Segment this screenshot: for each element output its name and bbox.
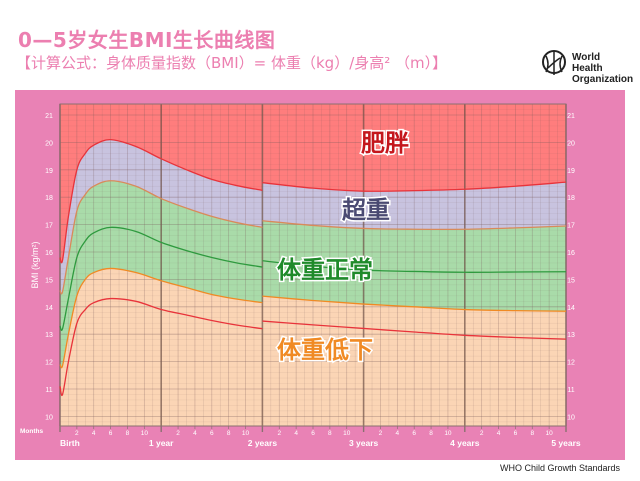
x-tick-label: 10 <box>343 430 351 437</box>
x-year-label: 5 years <box>551 438 581 448</box>
y-tick-label-right: 13 <box>567 332 575 339</box>
x-tick-label: 8 <box>126 430 130 437</box>
y-tick-label-left: 17 <box>45 223 53 230</box>
y-tick-label-left: 16 <box>45 250 53 257</box>
footer-source: WHO Child Growth Standards <box>499 463 620 473</box>
x-year-label: 4 years <box>450 438 480 448</box>
y-tick-label-right: 10 <box>567 414 575 421</box>
zone-obese-fill <box>60 104 263 263</box>
x-tick-label: 4 <box>497 430 501 437</box>
y-tick-label-left: 10 <box>45 414 53 421</box>
y-tick-label-left: 21 <box>45 113 53 120</box>
x-tick-label: 2 <box>176 430 180 437</box>
y-tick-label-right: 14 <box>567 305 575 312</box>
x-tick-label: 4 <box>92 430 96 437</box>
x-tick-label: 2 <box>480 430 484 437</box>
x-tick-label: 2 <box>277 430 281 437</box>
x-year-label: 2 years <box>248 438 278 448</box>
page-title: 0—5岁女生BMI生长曲线图 <box>18 28 276 52</box>
zone-label: 肥胖 <box>361 129 409 157</box>
curve-1-seg2 <box>262 220 567 231</box>
x-tick-label: 6 <box>210 430 214 437</box>
curve-1-seg1 <box>59 180 263 295</box>
x-year-label: 1 year <box>149 438 174 448</box>
curve-3-seg2 <box>262 295 567 312</box>
zone-label: 体重低下 <box>277 336 373 364</box>
y-tick-label-left: 18 <box>45 195 53 202</box>
y-axis-label: BMI (kg/m²) <box>30 242 40 289</box>
y-tick-label-right: 16 <box>567 250 575 257</box>
y-tick-label-right: 18 <box>567 195 575 202</box>
y-tick-label-left: 14 <box>45 305 53 312</box>
x-tick-label: 4 <box>294 430 298 437</box>
y-tick-label-right: 19 <box>567 168 575 175</box>
x-tick-label: 6 <box>412 430 416 437</box>
who-line1: World Health <box>572 52 603 74</box>
x-tick-label: 2 <box>75 430 79 437</box>
y-tick-label-left: 15 <box>45 277 53 284</box>
x-tick-label: 4 <box>396 430 400 437</box>
y-tick-label-right: 15 <box>567 277 575 284</box>
y-tick-label-right: 12 <box>567 360 575 367</box>
zone-obese-fill <box>262 104 566 192</box>
curve-0-seg1 <box>59 139 263 264</box>
x-axis-label: Months <box>20 428 43 435</box>
y-tick-label-right: 21 <box>567 113 575 120</box>
who-line2: Organization <box>572 74 634 85</box>
x-tick-label: 10 <box>444 430 452 437</box>
curve-0-seg2 <box>262 181 567 192</box>
x-tick-label: 8 <box>530 430 534 437</box>
bmi-formula: 【计算公式：身体质量指数（BMI）= 体重（kg）/身高² （m）】 <box>16 54 448 72</box>
y-tick-label-left: 20 <box>45 140 53 147</box>
zone-label: 超重 <box>342 196 390 224</box>
x-tick-label: 10 <box>546 430 554 437</box>
y-tick-label-left: 19 <box>45 168 53 175</box>
who-logo: World Health Organization <box>540 48 634 88</box>
curve-2-seg1 <box>59 226 263 331</box>
y-tick-label-right: 17 <box>567 223 575 230</box>
x-tick-label: 4 <box>193 430 197 437</box>
y-tick-label-left: 11 <box>45 387 52 394</box>
who-emblem-icon <box>542 50 566 75</box>
x-year-label: 3 years <box>349 438 379 448</box>
curve-4-seg1 <box>59 297 263 397</box>
y-tick-label-right: 20 <box>567 140 575 147</box>
x-tick-label: 10 <box>141 430 149 437</box>
y-tick-label-left: 13 <box>45 332 53 339</box>
curve-3-seg1 <box>59 267 263 369</box>
y-tick-label-left: 12 <box>45 360 53 367</box>
x-year-label: Birth <box>60 438 80 448</box>
x-tick-label: 6 <box>514 430 518 437</box>
zone-label: 体重正常 <box>277 256 373 284</box>
curve-2-seg2 <box>262 260 567 273</box>
x-tick-label: 10 <box>242 430 250 437</box>
y-tick-label-right: 11 <box>567 387 574 394</box>
x-tick-label: 2 <box>379 430 383 437</box>
x-tick-label: 8 <box>328 430 332 437</box>
x-tick-label: 8 <box>227 430 231 437</box>
x-tick-label: 8 <box>429 430 433 437</box>
x-tick-label: 6 <box>109 430 113 437</box>
x-tick-label: 6 <box>311 430 315 437</box>
curve-4-seg2 <box>262 320 567 340</box>
